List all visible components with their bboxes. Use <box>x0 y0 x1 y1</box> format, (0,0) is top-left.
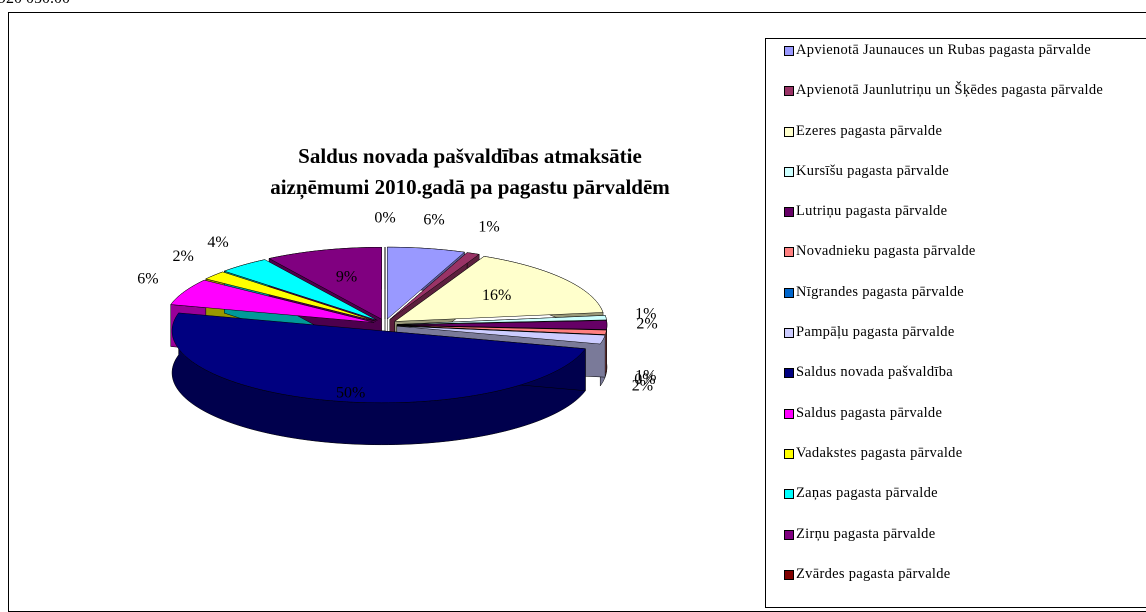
legend-item: Pampāļu pagasta pārvalde <box>786 325 1136 365</box>
data-label: 2% <box>632 378 653 395</box>
legend-label: Pampāļu pagasta pārvalde <box>786 325 1126 340</box>
legend-swatch <box>784 368 794 378</box>
data-label: 50% <box>336 384 365 401</box>
legend-item: Nīgrandes pagasta pārvalde <box>786 285 1136 325</box>
chart: Saldus novada pašvaldības atmaksātie aiz… <box>0 0 765 599</box>
chart-title: Saldus novada pašvaldības atmaksātie <box>298 144 642 168</box>
legend-label: Zirņu pagasta pārvalde <box>786 527 1126 542</box>
legend-swatch <box>784 167 794 177</box>
legend-item: Saldus pagasta pārvalde <box>786 406 1136 446</box>
legend-item: Zirņu pagasta pārvalde <box>786 527 1136 567</box>
legend-label: Apvienotā Jaunauces un Rubas pagasta pār… <box>786 43 1126 58</box>
legend-item: Apvienotā Jaunlutriņu un Šķēdes pagasta … <box>786 83 1136 123</box>
legend: Apvienotā Jaunauces un Rubas pagasta pār… <box>765 38 1146 608</box>
legend-swatch <box>784 328 794 338</box>
legend-label: Saldus pagasta pārvalde <box>786 406 1126 421</box>
legend-item: Zaņas pagasta pārvalde <box>786 486 1136 526</box>
legend-item: Vadakstes pagasta pārvalde <box>786 446 1136 486</box>
legend-item: Novadnieku pagasta pārvalde <box>786 244 1136 284</box>
legend-swatch <box>784 207 794 217</box>
legend-item: Kursīšu pagasta pārvalde <box>786 164 1136 204</box>
data-label: 6% <box>423 212 444 229</box>
legend-label: Vadakstes pagasta pārvalde <box>786 446 1126 461</box>
legend-label: Kursīšu pagasta pārvalde <box>786 164 1126 179</box>
legend-label: Lutriņu pagasta pārvalde <box>786 204 1126 219</box>
legend-swatch <box>784 409 794 419</box>
legend-swatch <box>784 86 794 96</box>
legend-label: Saldus novada pašvaldība <box>786 365 1126 380</box>
legend-label: Zvārdes pagasta pārvalde <box>786 567 1126 582</box>
data-label: 6% <box>137 271 158 288</box>
page: 920 050.00 Saldus novada pašvaldības atm… <box>0 0 1146 599</box>
legend-swatch <box>784 449 794 459</box>
legend-item: Lutriņu pagasta pārvalde <box>786 204 1136 244</box>
legend-label: Zaņas pagasta pārvalde <box>786 486 1126 501</box>
legend-item: Ezeres pagasta pārvalde <box>786 124 1136 164</box>
legend-swatch <box>784 46 794 56</box>
data-label: 16% <box>482 287 511 304</box>
legend-swatch <box>784 247 794 257</box>
data-label: 1% <box>478 218 499 235</box>
legend-item: Saldus novada pašvaldība <box>786 365 1136 405</box>
legend-swatch <box>784 489 794 499</box>
legend-label: Ezeres pagasta pārvalde <box>786 124 1126 139</box>
legend-label: Novadnieku pagasta pārvalde <box>786 244 1126 259</box>
legend-swatch <box>784 570 794 580</box>
legend-swatch <box>784 127 794 137</box>
legend-label: Apvienotā Jaunlutriņu un Šķēdes pagasta … <box>786 83 1126 98</box>
data-label: 2% <box>636 316 657 333</box>
data-label: 2% <box>172 248 193 265</box>
legend-swatch <box>784 530 794 540</box>
chart-title: aizņēmumi 2010.gadā pa pagastu pārvaldēm <box>270 175 670 200</box>
data-label: 9% <box>336 268 357 285</box>
data-label: 0% <box>374 210 395 227</box>
data-label: 4% <box>207 234 228 251</box>
legend-item: Zvārdes pagasta pārvalde <box>786 567 1136 607</box>
legend-label: Nīgrandes pagasta pārvalde <box>786 285 1126 300</box>
legend-swatch <box>784 288 794 298</box>
legend-item: Apvienotā Jaunauces un Rubas pagasta pār… <box>786 43 1136 83</box>
